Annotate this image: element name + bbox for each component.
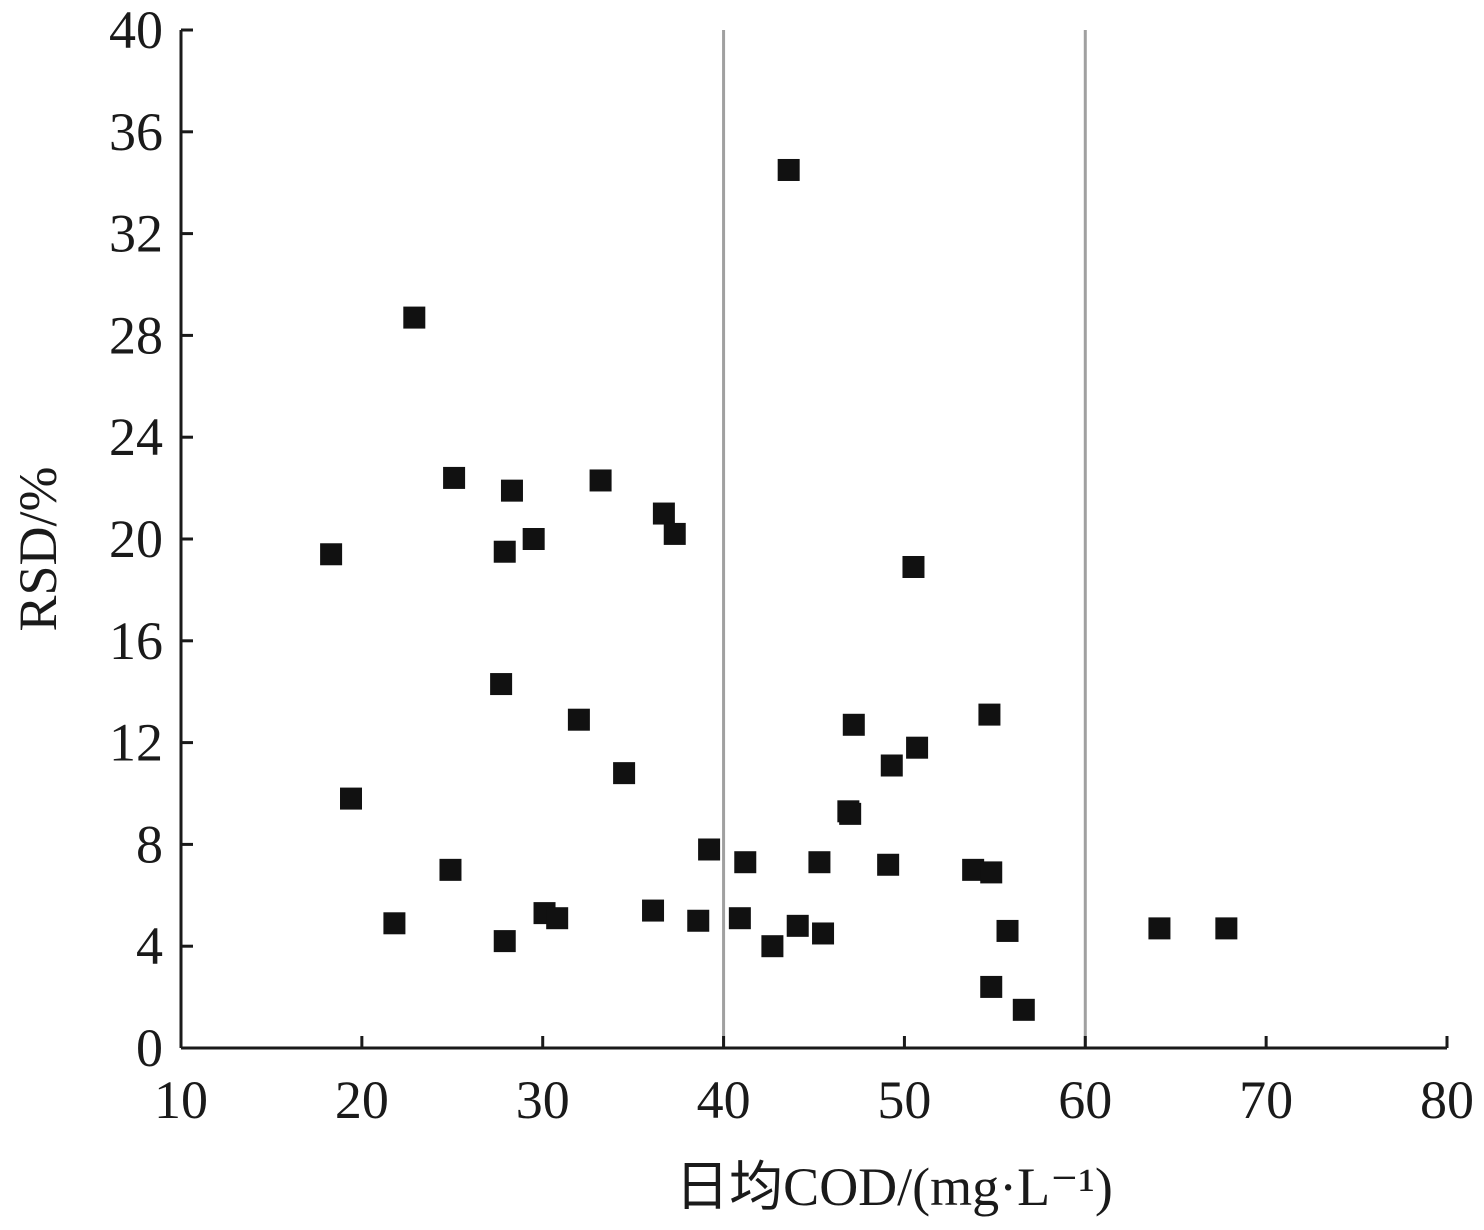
- data-point: [1012, 998, 1035, 1021]
- data-point: [734, 851, 757, 874]
- data-point: [698, 838, 721, 861]
- x-tick-label: 30: [516, 1070, 570, 1130]
- data-point: [728, 907, 751, 930]
- data-point: [980, 975, 1003, 998]
- data-point: [906, 736, 929, 759]
- data-point: [522, 528, 545, 550]
- data-point: [403, 306, 426, 329]
- y-axis-ticks: 0 4 8 12 16 20 24 28 32 36 40: [109, 0, 193, 1078]
- data-point: [842, 713, 865, 736]
- data-point: [1215, 917, 1238, 940]
- data-point: [642, 899, 665, 922]
- data-point: [761, 935, 784, 958]
- data-point: [439, 858, 462, 881]
- y-tick-label: 24: [109, 407, 163, 467]
- data-point: [493, 930, 516, 953]
- data-point: [443, 466, 466, 489]
- y-tick-label: 40: [109, 0, 163, 60]
- data-point: [777, 158, 800, 181]
- y-tick-label: 4: [136, 916, 163, 976]
- data-point: [567, 708, 590, 731]
- data-point: [320, 543, 343, 566]
- data-point: [978, 703, 1001, 726]
- data-point: [902, 555, 925, 578]
- data-point: [996, 919, 1019, 942]
- axes: [179, 30, 1447, 1050]
- y-tick-label: 16: [109, 611, 163, 671]
- reference-lines: [722, 30, 1087, 1048]
- x-tick-label: 80: [1420, 1070, 1474, 1130]
- data-point: [687, 909, 710, 932]
- y-tick-label: 32: [109, 204, 163, 264]
- data-point: [962, 858, 985, 881]
- x-tick-label: 60: [1058, 1070, 1112, 1130]
- data-point: [1148, 917, 1171, 940]
- x-axis-title: 日均COD/(mg·L⁻¹): [675, 1157, 1113, 1217]
- x-tick-label: 10: [154, 1070, 208, 1130]
- y-tick-label: 20: [109, 509, 163, 569]
- data-point: [546, 907, 569, 930]
- y-tick-label: 0: [136, 1018, 163, 1078]
- x-axis-ticks: 10 20 30 40 50 60 70 80: [154, 1036, 1474, 1130]
- data-point: [589, 469, 612, 492]
- data-point: [652, 502, 675, 525]
- data-point: [812, 922, 835, 945]
- y-axis-title: RSD/%: [8, 466, 68, 631]
- data-point: [500, 479, 523, 502]
- x-tick-label: 40: [697, 1070, 751, 1130]
- data-point: [490, 673, 513, 696]
- data-point: [880, 754, 903, 777]
- x-tick-label: 70: [1239, 1070, 1293, 1130]
- data-point: [383, 912, 406, 935]
- data-point: [340, 787, 363, 810]
- data-point: [877, 853, 900, 876]
- x-tick-label: 50: [877, 1070, 931, 1130]
- data-point: [613, 762, 636, 785]
- data-point: [786, 914, 809, 937]
- data-point: [663, 522, 686, 545]
- data-point: [808, 851, 831, 874]
- y-tick-label: 36: [109, 102, 163, 162]
- y-tick-label: 12: [109, 713, 163, 773]
- y-tick-label: 28: [109, 305, 163, 365]
- y-tick-label: 8: [136, 814, 163, 874]
- data-point: [839, 802, 862, 825]
- data-points: [320, 158, 1238, 1021]
- x-tick-label: 20: [335, 1070, 389, 1130]
- data-point: [980, 861, 1003, 884]
- data-point: [493, 540, 516, 563]
